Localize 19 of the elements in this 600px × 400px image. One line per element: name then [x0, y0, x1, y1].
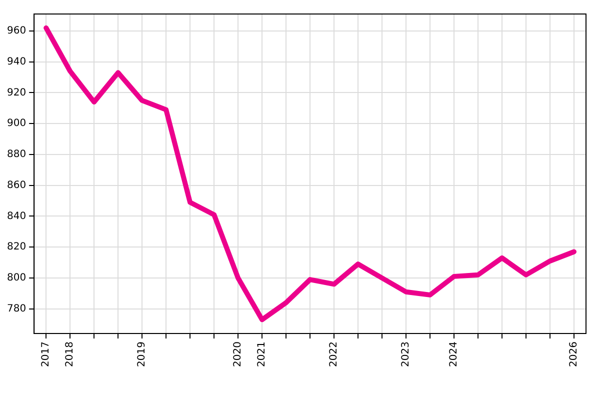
x-tick-label: 2020 — [232, 342, 244, 368]
y-tick-label: 820 — [6, 242, 26, 253]
x-tick-label: 2024 — [448, 342, 460, 368]
x-tick-label: 2019 — [136, 342, 148, 368]
y-tick-label: 900 — [6, 118, 26, 130]
y-tick-label: 860 — [6, 180, 26, 191]
y-tick-label: 940 — [6, 56, 26, 68]
x-tick-label: 2023 — [400, 342, 412, 368]
y-tick-label: 920 — [6, 87, 26, 98]
y-tick-label: 960 — [6, 26, 26, 37]
y-tick-label: 880 — [6, 149, 26, 160]
x-tick-label: 2026 — [568, 342, 580, 368]
y-tick-label: 780 — [6, 303, 26, 314]
y-tick-label: 800 — [6, 272, 26, 284]
x-tick-label: 2018 — [64, 342, 76, 368]
x-tick-label: 2017 — [40, 342, 52, 368]
x-tick-label: 2021 — [256, 342, 268, 368]
x-tick-label: 2022 — [328, 342, 340, 368]
y-tick-label: 840 — [6, 210, 26, 222]
